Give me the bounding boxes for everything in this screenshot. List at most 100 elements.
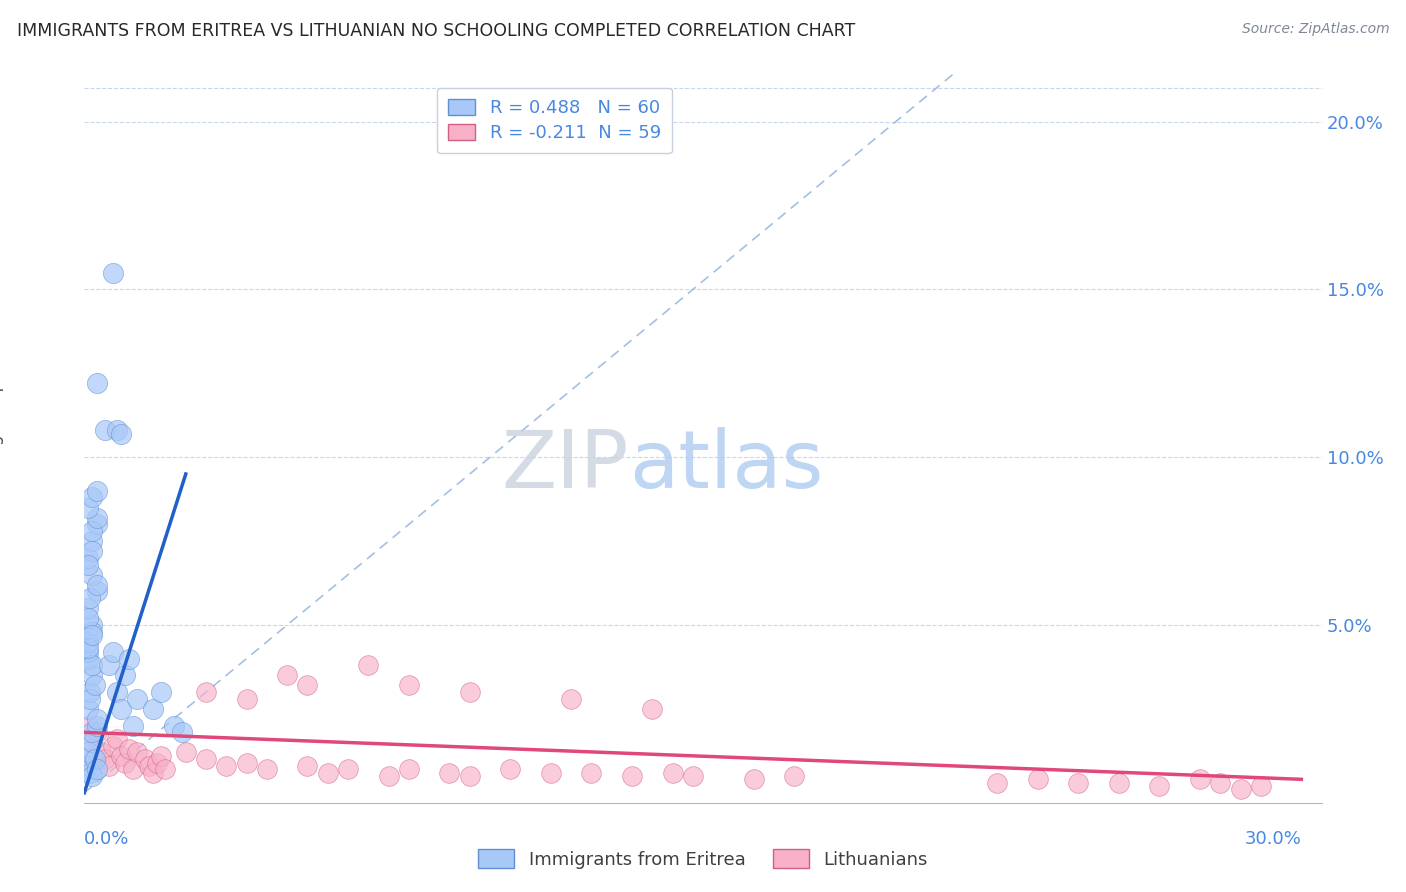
Point	[83, 678, 105, 692]
Point	[79, 691, 101, 706]
Point	[1188, 772, 1211, 787]
Point	[1209, 775, 1232, 789]
Point	[1067, 775, 1090, 789]
Point	[90, 746, 112, 760]
Point	[377, 769, 399, 783]
Point	[276, 668, 298, 682]
Point	[77, 611, 100, 625]
Point	[122, 762, 145, 776]
Point	[82, 668, 104, 682]
Text: IMMIGRANTS FROM ERITREA VS LITHUANIAN NO SCHOOLING COMPLETED CORRELATION CHART: IMMIGRANTS FROM ERITREA VS LITHUANIAN NO…	[17, 22, 855, 40]
Point	[150, 748, 173, 763]
Point	[77, 645, 100, 659]
Point	[97, 658, 120, 673]
Point	[101, 266, 124, 280]
Point	[82, 544, 104, 558]
Point	[86, 376, 108, 391]
Point	[77, 718, 100, 732]
Point	[86, 762, 108, 776]
Point	[86, 517, 108, 532]
Point	[110, 748, 132, 763]
Point	[581, 765, 603, 780]
Point	[93, 752, 115, 766]
Point	[499, 762, 522, 776]
Point	[86, 712, 108, 726]
Point	[337, 762, 360, 776]
Point	[86, 584, 108, 599]
Legend: R = 0.488   N = 60, R = -0.211  N = 59: R = 0.488 N = 60, R = -0.211 N = 59	[437, 87, 672, 153]
Point	[256, 762, 278, 776]
Point	[77, 550, 100, 565]
Point	[77, 634, 100, 648]
Point	[142, 765, 165, 780]
Point	[1250, 779, 1272, 793]
Point	[86, 483, 108, 498]
Point	[560, 691, 582, 706]
Point	[127, 746, 149, 760]
Point	[641, 702, 664, 716]
Point	[77, 558, 100, 572]
Point	[105, 685, 128, 699]
Point	[215, 759, 238, 773]
Point	[458, 769, 481, 783]
Point	[540, 765, 562, 780]
Point	[398, 762, 420, 776]
Point	[742, 772, 765, 787]
Point	[174, 746, 197, 760]
Text: atlas: atlas	[628, 427, 823, 506]
Point	[1026, 772, 1049, 787]
Text: 30.0%: 30.0%	[1244, 830, 1302, 847]
Point	[82, 658, 104, 673]
Point	[77, 702, 100, 716]
Point	[77, 641, 100, 656]
Point	[783, 769, 806, 783]
Point	[82, 618, 104, 632]
Point	[155, 762, 177, 776]
Point	[86, 510, 108, 524]
Point	[1229, 782, 1251, 797]
Point	[93, 423, 115, 437]
Text: ZIP: ZIP	[502, 427, 628, 506]
Point	[162, 718, 184, 732]
Point	[75, 752, 97, 766]
Point	[86, 718, 108, 732]
Point	[82, 735, 104, 749]
Point	[82, 624, 104, 639]
Point	[101, 645, 124, 659]
Point	[110, 702, 132, 716]
Point	[82, 769, 104, 783]
Point	[77, 759, 100, 773]
Point	[297, 678, 319, 692]
Point	[82, 725, 104, 739]
Point	[170, 725, 193, 739]
Point	[297, 759, 319, 773]
Point	[1149, 779, 1171, 793]
Point	[86, 578, 108, 592]
Point	[142, 702, 165, 716]
Point	[82, 567, 104, 582]
Point	[77, 601, 100, 615]
Point	[101, 739, 124, 753]
Point	[195, 752, 218, 766]
Point	[195, 685, 218, 699]
Point	[82, 735, 104, 749]
Point	[118, 742, 141, 756]
Text: Source: ZipAtlas.com: Source: ZipAtlas.com	[1241, 22, 1389, 37]
Point	[110, 426, 132, 441]
Point	[79, 765, 101, 780]
Point	[86, 725, 108, 739]
Point	[82, 534, 104, 549]
Point	[105, 732, 128, 747]
Point	[105, 423, 128, 437]
Point	[134, 752, 156, 766]
Point	[458, 685, 481, 699]
Point	[357, 658, 380, 673]
Point	[235, 756, 257, 770]
Point	[114, 668, 136, 682]
Point	[82, 628, 104, 642]
Point	[661, 765, 683, 780]
Point	[146, 756, 169, 770]
Point	[1108, 775, 1130, 789]
Point	[682, 769, 704, 783]
Text: 0.0%: 0.0%	[84, 830, 129, 847]
